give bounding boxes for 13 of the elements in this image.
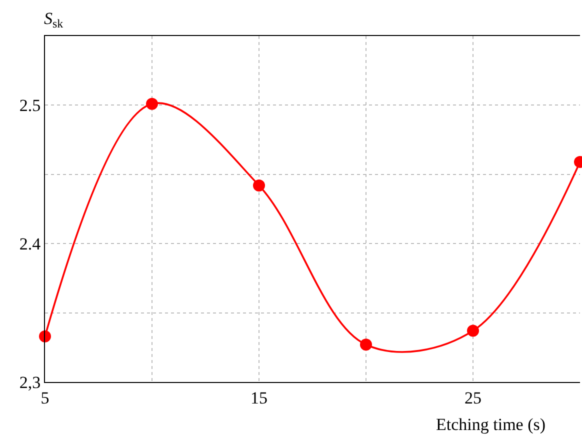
- point: [146, 98, 158, 110]
- x-tick-label: 25: [464, 388, 482, 408]
- point: [253, 179, 265, 192]
- y-tick-label: 2.5: [19, 96, 41, 116]
- x-tick-label: 5: [40, 388, 50, 408]
- y-tick-label: 2.4: [19, 234, 42, 254]
- y-axis-title: S$_{sk}$: [44, 9, 64, 31]
- x-tick-label: 15: [250, 388, 268, 408]
- point: [467, 324, 479, 337]
- point: [360, 338, 372, 351]
- x-axis-title: Etching time (s): [436, 415, 546, 434]
- y-tick-label: 2,3: [19, 372, 41, 392]
- point: [39, 330, 51, 342]
